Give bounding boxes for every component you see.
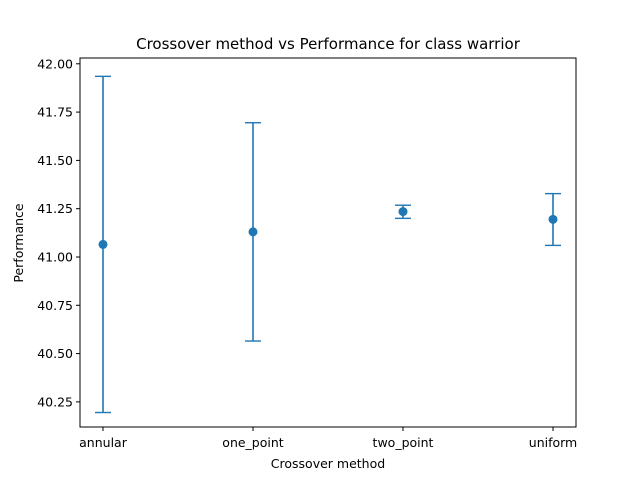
x-tick-label: one_point [222,435,283,450]
plot-area [95,75,561,414]
y-tick-label: 40.50 [37,346,73,361]
error-bar-group [245,122,261,342]
data-point [98,239,108,249]
y-axis-label: Performance [11,203,26,283]
y-tick-label: 42.00 [37,56,73,71]
error-bar-group [545,192,561,247]
y-tick-label: 41.00 [37,249,73,264]
x-tick-label: two_point [373,435,434,450]
y-tick-label: 41.75 [37,105,73,120]
data-point [548,214,558,224]
y-tick-label: 41.25 [37,201,73,216]
error-bar-group [95,75,111,414]
y-tick-label: 40.75 [37,298,73,313]
data-point [248,227,258,237]
y-tick-label: 41.50 [37,153,73,168]
data-point [398,207,408,217]
x-axis: annular one_point two_point uniform [79,427,577,450]
error-bar-group [395,204,411,220]
y-tick-label: 40.25 [37,394,73,409]
chart-title: Crossover method vs Performance for clas… [136,35,521,53]
x-tick-label: annular [79,435,128,450]
y-axis: 40.25 40.50 40.75 41.00 41.25 41.50 41.75 42.00 [37,56,80,409]
plot-frame [79,57,577,428]
x-tick-label: uniform [529,435,577,450]
x-axis-label: Crossover method [271,456,385,471]
